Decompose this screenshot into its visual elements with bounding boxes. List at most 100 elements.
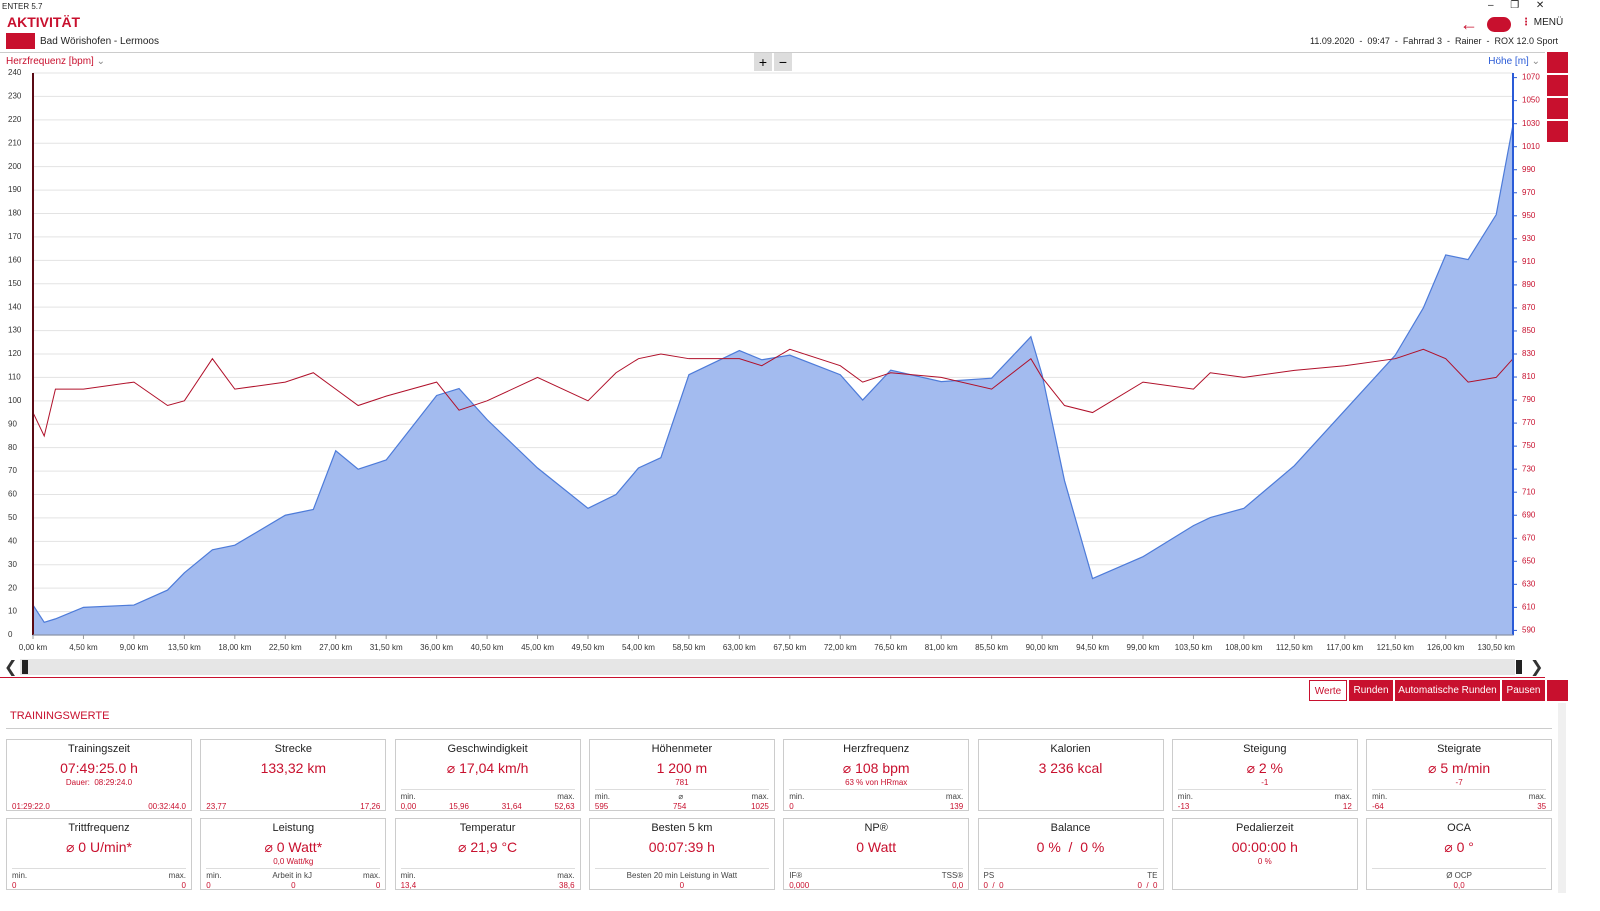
tile-number: 01:29:22.0 — [12, 802, 50, 811]
zoom-in[interactable]: + — [754, 53, 772, 71]
tile-title: OCA — [1447, 822, 1472, 834]
elevation-area — [32, 124, 1514, 636]
tile-title: Steigung — [1243, 743, 1287, 755]
x-tick-label: 9,00 km — [120, 643, 149, 652]
y2-axis-selector[interactable]: Höhe [m] ⌄ — [1488, 56, 1540, 67]
tile-label: max. — [1528, 792, 1547, 801]
tab-list[interactable] — [1547, 680, 1568, 701]
tile-label: min. — [12, 871, 28, 880]
scroll-left[interactable]: ❮ — [4, 659, 18, 676]
stat-tile: Strecke 133,32 km 23,77 17,26 — [200, 739, 387, 811]
tile-title: Steigrate — [1437, 743, 1482, 755]
y-axis-selector[interactable]: Herzfrequenz [bpm] ⌄ — [6, 56, 105, 67]
tile-number: 0 / 0 — [1137, 881, 1158, 890]
y2-tick-label: 850 — [1522, 326, 1536, 335]
tile-title: Kalorien — [1050, 743, 1091, 755]
tile-label: max. — [557, 871, 575, 880]
y-tick-label: 50 — [8, 513, 17, 522]
y2-tick-label: 870 — [1522, 303, 1536, 312]
tile-title: Trittfrequenz — [68, 822, 130, 834]
tile-number: 38,6 — [559, 881, 575, 890]
x-tick-label: 130,50 km — [1478, 643, 1516, 652]
heart-rate-line — [32, 348, 1514, 438]
tile-number: 0 — [375, 881, 381, 890]
tile-numbers: 0 / 0 0 / 0 — [984, 881, 1158, 890]
back-button[interactable]: ← — [1460, 14, 1478, 34]
tile-labels: Besten 20 min Leistung in Watt — [594, 868, 769, 880]
tile-label: min. — [594, 792, 611, 801]
stat-tile: Leistung ⌀ 0 Watt* 0,0 Watt/kg min. Arbeit i… — [200, 818, 387, 890]
tile-numbers: 0 0 0 — [206, 881, 380, 890]
x-tick-label: 85,50 km — [975, 643, 1008, 652]
scroll-right[interactable]: ❯ — [1530, 659, 1544, 676]
tile-label: Ø OCP — [1446, 871, 1472, 880]
y-tick-label: 130 — [8, 326, 22, 335]
tile-labels: min. ⌀ max. — [594, 789, 769, 801]
divider — [0, 677, 1545, 678]
x-tick-label: 81,00 km — [925, 643, 958, 652]
y2-tick-label: 990 — [1522, 165, 1536, 174]
tile-value: 00:00:00 h — [1231, 839, 1298, 855]
tile-number: 0 — [181, 881, 186, 890]
stat-tile: Temperatur ⌀ 21,9 °C min. max. 13,4 38,6 — [394, 818, 581, 890]
y-tick-label: 150 — [8, 279, 22, 288]
window-controls[interactable]: – ❐ ✕ — [1488, 0, 1545, 11]
tile-number: -13 — [1177, 802, 1190, 811]
menu-button[interactable]: ⋮ MENÜ — [1521, 17, 1564, 28]
range-handle[interactable] — [22, 660, 28, 674]
tile-labels: min. max. — [789, 789, 964, 801]
tile-numbers: 0,0 — [1372, 881, 1546, 890]
tile-number: 17,26 — [360, 802, 381, 811]
tile-number: 0 — [789, 802, 794, 811]
section-title: TRAININGSWERTE — [10, 710, 110, 722]
page-title: AKTIVITÄT — [7, 14, 81, 30]
tile-number: 0,0 — [952, 881, 964, 890]
x-tick-label: 54,00 km — [622, 643, 655, 652]
y-tick-label: 90 — [8, 419, 17, 428]
sidebar-graph[interactable] — [1547, 75, 1568, 96]
tab[interactable]: Pausen — [1502, 680, 1545, 701]
tile-numbers: 595 754 1025 — [595, 802, 769, 811]
tile-label: TE — [1147, 871, 1158, 880]
zoom-out[interactable]: − — [774, 53, 792, 71]
tile-value: 0 Watt — [856, 839, 897, 855]
range-handle[interactable] — [1516, 660, 1522, 674]
tile-number: 31,64 — [501, 802, 522, 811]
tile-number: 0 / 0 — [983, 881, 1004, 890]
tab[interactable]: Werte — [1309, 680, 1347, 701]
y-tick-label: 200 — [8, 162, 22, 171]
tile-label: Besten 20 min Leistung in Watt — [626, 871, 738, 880]
tile-labels: min. max. — [12, 868, 186, 880]
tile-value: ⌀ 5 m/min — [1428, 760, 1491, 776]
y-tick-label: 10 — [8, 607, 17, 616]
scrollbar[interactable] — [1558, 703, 1566, 893]
tile-number: 0 — [291, 881, 296, 890]
tile-number: 12 — [1342, 802, 1352, 811]
x-tick-label: 94,50 km — [1076, 643, 1109, 652]
tile-number: 0 — [12, 881, 17, 890]
x-tick-label: 45,00 km — [521, 643, 554, 652]
y2-tick-label: 890 — [1522, 280, 1536, 289]
tile-label: min. — [1372, 792, 1388, 801]
x-tick-label: 108,00 km — [1225, 643, 1263, 652]
tile-number: 0,00 — [400, 802, 417, 811]
sidebar-list[interactable] — [1547, 52, 1568, 73]
tab[interactable]: Automatische Runden — [1395, 680, 1500, 701]
stat-tile: Trittfrequenz ⌀ 0 U/min* min. max. 0 0 — [6, 818, 192, 890]
y2-tick-label: 1010 — [1522, 142, 1540, 151]
tile-value: 0 % / 0 % — [1036, 839, 1105, 855]
stat-tile: Pedalierzeit 00:00:00 h 0 % — [1171, 818, 1358, 890]
tab[interactable]: Runden — [1349, 680, 1393, 701]
sidebar-bars[interactable] — [1547, 121, 1568, 142]
chart: 0 10 20 30 40 50 60 70 80 90 100 110 120 130 140 150 160… — [8, 68, 1540, 652]
x-tick-label: 121,50 km — [1377, 643, 1415, 652]
sidebar-average[interactable] — [1547, 98, 1568, 119]
tile-labels: IF® TSS® — [789, 868, 964, 880]
cloud-button[interactable] — [1487, 17, 1511, 32]
tile-number: 754 — [672, 802, 687, 811]
range-scrollbar[interactable] — [20, 659, 1515, 675]
x-tick-label: 31,50 km — [370, 643, 403, 652]
tile-note: 0,0 Watt/kg — [273, 857, 314, 866]
y-tick-label: 110 — [8, 373, 21, 382]
